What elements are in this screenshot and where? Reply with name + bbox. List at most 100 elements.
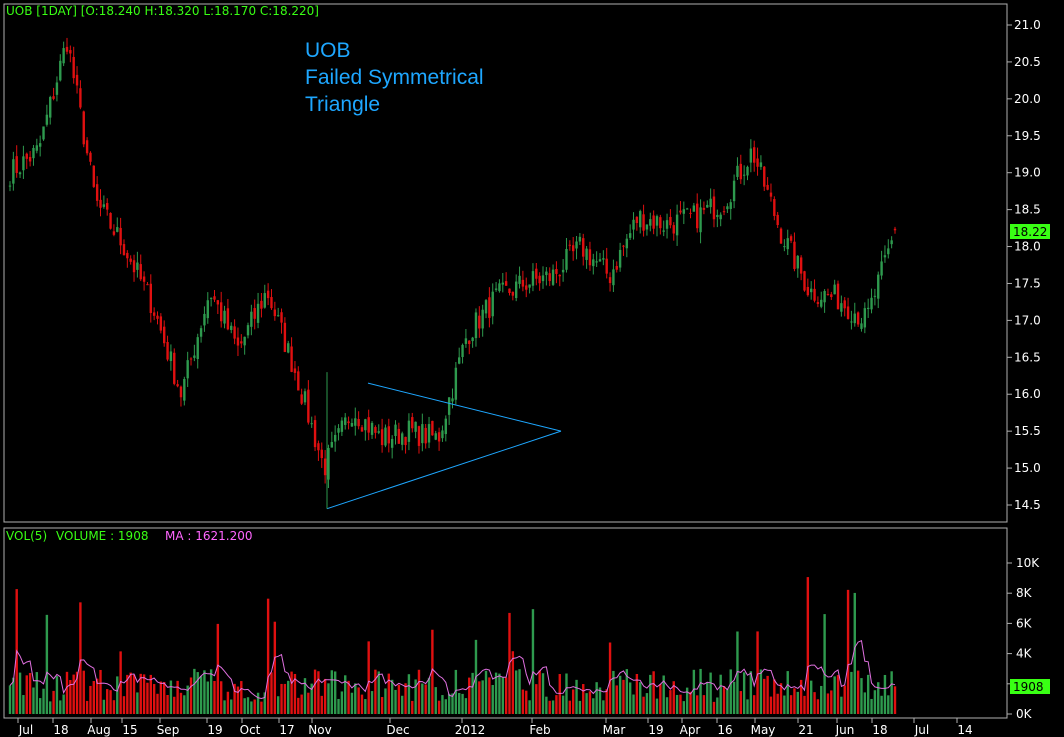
candle-body — [119, 227, 122, 246]
candle-body — [213, 296, 216, 300]
candle-body — [732, 180, 736, 202]
volume-bar — [434, 687, 437, 714]
volume-bar — [498, 673, 501, 714]
candle-body — [203, 313, 206, 326]
candle-body — [411, 417, 414, 429]
candle-body — [846, 306, 850, 319]
volume-bar — [451, 693, 454, 714]
time-tick-label: 16 — [717, 723, 732, 737]
candle-body — [706, 204, 709, 208]
volume-bar — [468, 677, 471, 714]
candle-body — [447, 397, 451, 415]
candle-body — [856, 312, 860, 325]
volume-bar — [186, 685, 189, 714]
candle-body — [830, 294, 833, 298]
candle-body — [32, 147, 35, 159]
volume-bar — [887, 695, 890, 714]
candle-body — [511, 291, 515, 296]
volume-bar — [370, 691, 374, 714]
candle-body — [498, 283, 501, 292]
candle-body — [692, 205, 696, 212]
candle-body — [293, 368, 297, 373]
candle-body — [769, 192, 773, 197]
price-tick-label: 16.5 — [1014, 350, 1041, 364]
price-tick-label: 18.0 — [1014, 240, 1041, 254]
volume-bar — [240, 681, 243, 714]
volume-bar — [692, 669, 696, 714]
candle-body — [776, 214, 779, 226]
volume-bar — [380, 697, 384, 714]
volume-bar — [665, 697, 669, 714]
volume-bar — [49, 701, 52, 714]
volume-bar — [424, 684, 427, 714]
candle-body — [471, 337, 474, 342]
volume-bar — [293, 673, 297, 714]
last-volume-label: 1908 — [1013, 680, 1044, 694]
candle-body — [276, 315, 280, 317]
volume-bar — [679, 694, 682, 714]
volume-bar — [843, 685, 846, 714]
volume-bar — [179, 692, 183, 714]
candle-body — [186, 360, 189, 379]
volume-bar — [139, 673, 142, 714]
volume-bar — [840, 696, 843, 714]
volume-bar — [669, 690, 672, 714]
candle-body — [756, 158, 759, 167]
candle-body — [444, 418, 447, 435]
candle-body — [52, 96, 55, 99]
time-tick-label: 2012 — [455, 723, 486, 737]
volume-bar — [873, 690, 877, 714]
volume-bar — [883, 674, 887, 714]
volume-bar — [166, 694, 169, 714]
volume-bar — [766, 675, 769, 714]
volume-bar — [52, 690, 55, 714]
volume-header-label: VOL(5) — [6, 529, 47, 543]
candle-body — [139, 264, 142, 280]
volume-bar — [307, 692, 310, 714]
volume-bar — [263, 692, 266, 714]
candle-body — [434, 433, 437, 440]
volume-bar — [149, 674, 152, 714]
volume-bar — [585, 693, 588, 714]
candle-body — [860, 323, 863, 329]
volume-bar — [404, 683, 407, 714]
volume-bar — [75, 671, 79, 714]
candle-body — [82, 111, 85, 145]
candle-body — [628, 233, 632, 238]
candle-body — [870, 297, 873, 310]
volume-bar — [156, 693, 159, 714]
volume-bar — [401, 695, 404, 714]
volume-bar — [102, 699, 106, 714]
candle-body — [699, 207, 702, 233]
annotation-line-1: UOB — [305, 39, 351, 62]
volume-bar — [538, 670, 541, 714]
volume-bar — [22, 695, 25, 714]
volume-bar — [662, 675, 665, 714]
volume-bar — [471, 672, 474, 714]
candle-body — [236, 337, 240, 346]
candle-body — [152, 312, 156, 316]
candle-body — [169, 351, 173, 362]
price-tick-label: 20.0 — [1014, 92, 1041, 106]
volume-bar — [582, 684, 585, 714]
volume-bar — [588, 691, 592, 714]
volume-bar — [367, 641, 370, 714]
candle-body — [18, 172, 22, 175]
volume-bar — [250, 701, 253, 714]
candle-body — [364, 419, 367, 431]
candle-body — [652, 215, 655, 229]
volume-bar — [273, 621, 277, 714]
volume-bar — [32, 687, 35, 714]
candle-body — [521, 279, 525, 287]
volume-bar — [739, 691, 742, 714]
candle-body — [283, 322, 287, 352]
volume-bar — [270, 672, 273, 714]
volume-bar — [364, 699, 367, 714]
candle-body — [863, 308, 867, 328]
volume-bar — [716, 697, 719, 714]
candle-body — [665, 220, 669, 229]
volume-bar — [357, 687, 360, 714]
candle-body — [602, 258, 605, 260]
volume-bar — [12, 677, 15, 714]
candle-body — [571, 245, 575, 252]
